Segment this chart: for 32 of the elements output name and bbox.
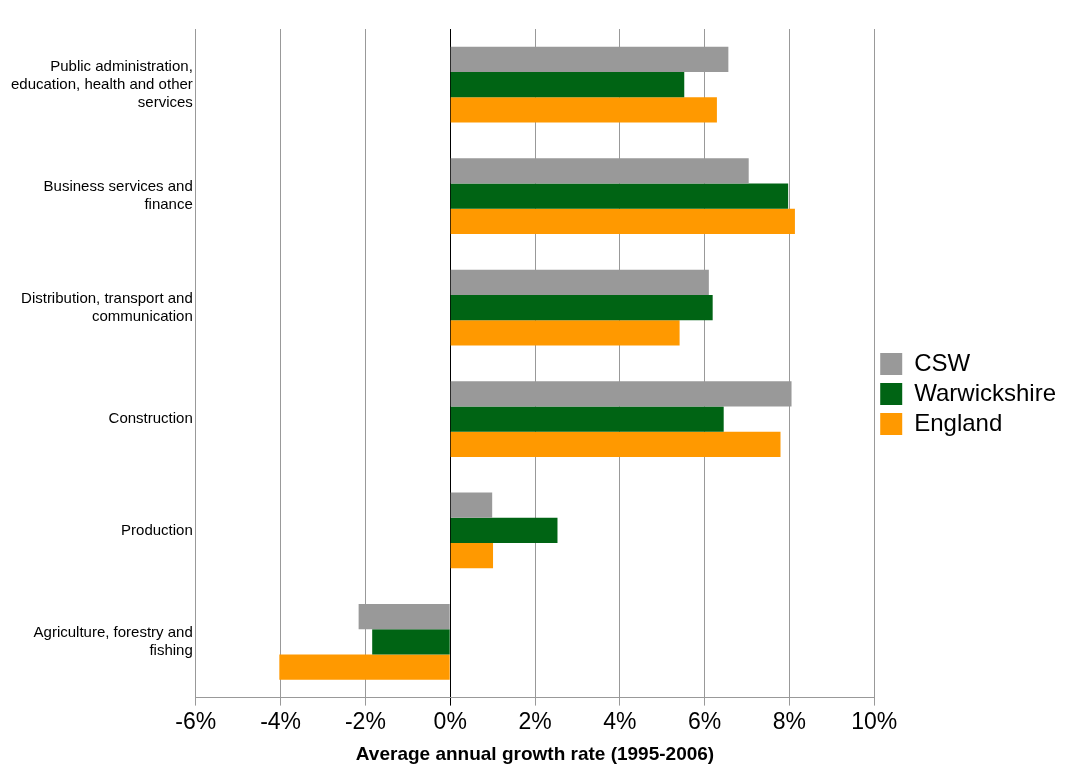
bar: [372, 629, 450, 655]
y-tick-label: Business services and finance: [43, 177, 193, 213]
legend-label: Warwickshire: [914, 378, 1057, 406]
x-tick-label: -4%: [260, 707, 302, 734]
y-tick-label: Production: [121, 520, 193, 538]
x-tick-label: 2%: [518, 707, 552, 734]
bar: [450, 543, 494, 569]
y-tick-label: Construction: [108, 409, 193, 427]
x-tick-label: 8%: [772, 707, 807, 734]
x-tick-label: 4%: [603, 707, 637, 734]
bar: [450, 320, 680, 346]
legend-label: England: [914, 408, 1003, 436]
x-axis-title: Average annual growth rate (1995-2006): [355, 742, 715, 764]
x-tick-label: 10%: [851, 707, 898, 734]
x-tick-label: 6%: [687, 707, 722, 734]
x-tick-label: 0%: [433, 707, 467, 734]
bar: [450, 294, 713, 321]
bar: [450, 517, 558, 544]
bar: [450, 208, 795, 235]
x-tick-label: -6%: [175, 707, 217, 734]
bar: [450, 406, 724, 432]
bar: [450, 183, 789, 209]
x-tick-label: -2%: [344, 707, 386, 734]
y-tick-label: Agriculture, forestry and fishing: [33, 623, 193, 659]
y-tick-label: Distribution, transport and communication: [21, 288, 193, 324]
bar: [279, 654, 450, 680]
bar: [450, 97, 717, 123]
bar: [450, 492, 493, 518]
y-tick-label: Public administration, education, health and other services: [11, 56, 193, 110]
bar: [450, 431, 781, 457]
legend-label: CSW: [914, 348, 971, 376]
bar: [450, 72, 685, 98]
